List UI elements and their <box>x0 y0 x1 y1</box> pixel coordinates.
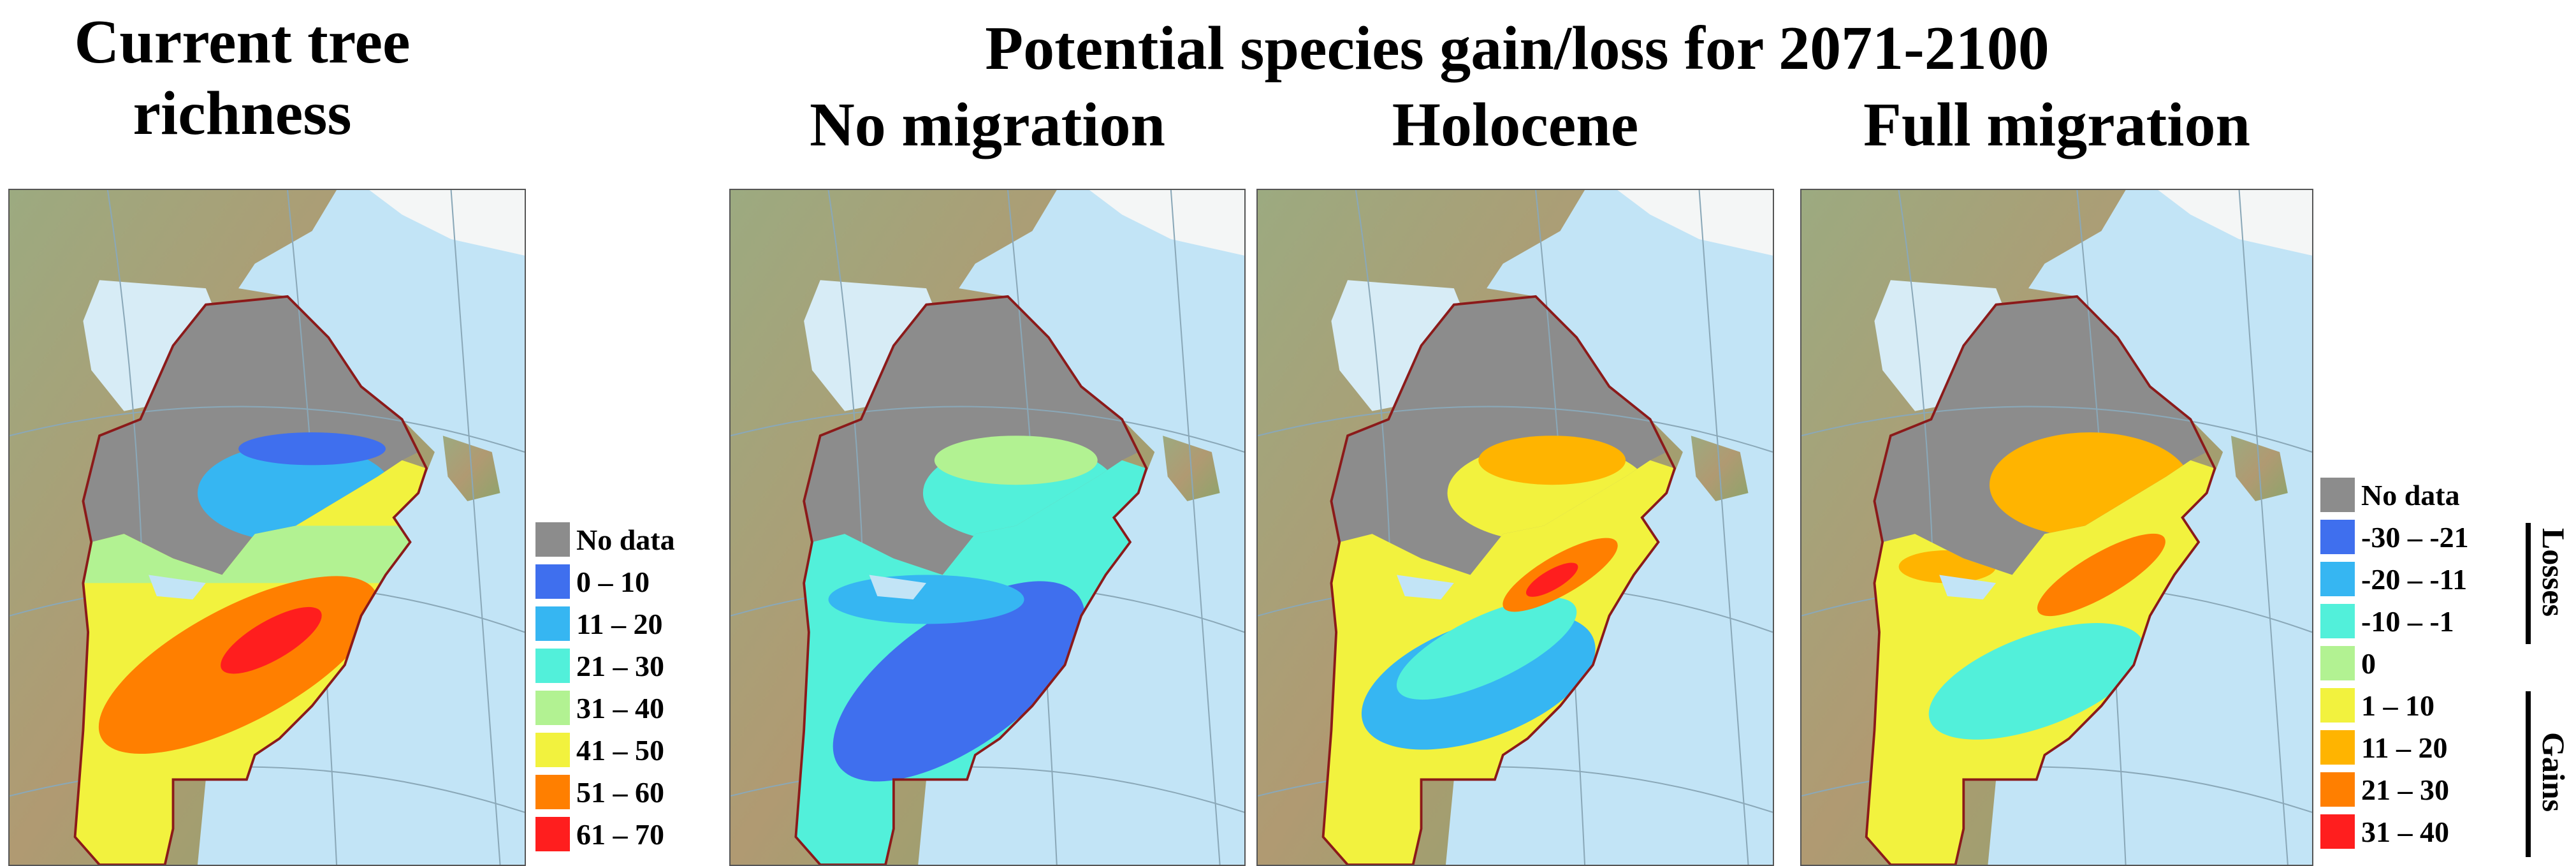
legend-row: 21 – 30 <box>2320 772 2449 807</box>
map-no-migration <box>729 189 1246 866</box>
legend-label: -10 – -1 <box>2361 605 2454 638</box>
legend-swatch <box>535 775 570 809</box>
legend-swatch <box>2320 646 2355 680</box>
legend-row: -10 – -1 <box>2320 603 2454 639</box>
main-title: Potential species gain/loss for 2071-210… <box>985 14 2049 83</box>
map-full-migration <box>1800 189 2313 866</box>
legend-swatch <box>2320 772 2355 807</box>
panel-title: No migration <box>810 91 1165 159</box>
legend-swatch <box>2320 814 2355 849</box>
legend-label: 31 – 40 <box>2361 815 2449 848</box>
legend-label: 51 – 60 <box>576 775 664 809</box>
legend-current: No data 0 – 10 11 – 20 21 – 30 31 – 40 41 – 5… <box>535 522 727 866</box>
legend-row: 51 – 60 <box>535 774 664 810</box>
legend-change: Losses Gains No data -30 – -21 -20 – -11 -1… <box>2320 477 2575 866</box>
legend-row: 31 – 40 <box>2320 814 2449 849</box>
legend-row: No data <box>535 522 675 557</box>
legend-row: 41 – 50 <box>535 732 664 768</box>
legend-label: -30 – -21 <box>2361 520 2469 554</box>
legend-label: 21 – 30 <box>2361 773 2449 806</box>
legend-row: 0 – 10 <box>535 564 650 599</box>
legend-label: 61 – 70 <box>576 818 664 851</box>
map-holocene <box>1256 189 1774 866</box>
legend-swatch <box>2320 604 2355 638</box>
legend-swatch <box>535 522 570 557</box>
legend-swatch <box>2320 478 2355 512</box>
legend-row: 0 <box>2320 645 2376 681</box>
legend-swatch <box>535 691 570 725</box>
legend-row: 11 – 20 <box>2320 730 2447 765</box>
legend-swatch <box>535 649 570 683</box>
legend-label: No data <box>2361 478 2460 511</box>
legend-row: -20 – -11 <box>2320 561 2467 597</box>
map-current <box>8 189 526 866</box>
legend-label: 21 – 30 <box>576 649 664 682</box>
panel-title: Holocene <box>1392 91 1639 159</box>
legend-swatch <box>535 606 570 641</box>
legend-swatch <box>535 564 570 599</box>
group-bar <box>2526 523 2531 644</box>
legend-swatch <box>535 817 570 851</box>
legend-swatch <box>2320 730 2355 765</box>
legend-row: 61 – 70 <box>535 816 664 852</box>
legend-label: 11 – 20 <box>2361 731 2448 764</box>
legend-label: -20 – -11 <box>2361 562 2468 596</box>
legend-row: No data <box>2320 477 2460 513</box>
legend-label: 0 – 10 <box>576 565 650 598</box>
legend-row: 31 – 40 <box>535 690 664 726</box>
legend-row: 21 – 30 <box>535 648 664 684</box>
legend-label: 31 – 40 <box>576 691 664 724</box>
legend-swatch <box>2320 688 2355 723</box>
legend-label: 0 <box>2361 647 2376 680</box>
legend-swatch <box>2320 520 2355 554</box>
group-label: Gains <box>2536 732 2572 812</box>
group-label: Losses <box>2536 528 2572 617</box>
legend-row: -30 – -21 <box>2320 519 2469 555</box>
legend-label: 41 – 50 <box>576 733 664 767</box>
legend-swatch <box>535 733 570 767</box>
legend-row: 1 – 10 <box>2320 687 2434 723</box>
panel-title: Full migration <box>1863 91 2251 159</box>
left-title: Current tree richness <box>74 8 411 148</box>
group-bar <box>2526 691 2531 857</box>
legend-label: 11 – 20 <box>576 607 663 640</box>
legend-label: 1 – 10 <box>2361 689 2434 722</box>
legend-label: No data <box>576 523 675 556</box>
legend-swatch <box>2320 562 2355 596</box>
legend-row: 11 – 20 <box>535 606 662 642</box>
